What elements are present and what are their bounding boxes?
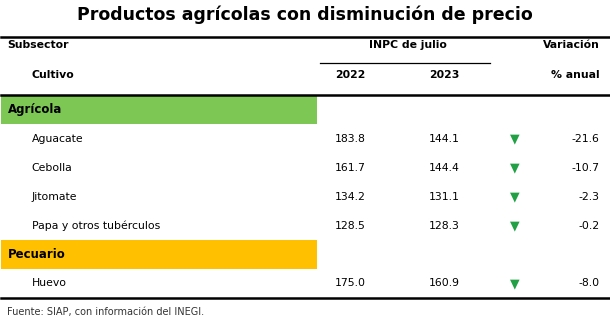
Text: INPC de julio: INPC de julio bbox=[369, 40, 447, 50]
Text: ▼: ▼ bbox=[510, 161, 519, 174]
Text: Cultivo: Cultivo bbox=[32, 70, 74, 80]
Text: Variación: Variación bbox=[543, 40, 600, 50]
Text: 175.0: 175.0 bbox=[335, 279, 366, 288]
Text: Productos agrícolas con disminución de precio: Productos agrícolas con disminución de p… bbox=[77, 6, 533, 24]
Text: Aguacate: Aguacate bbox=[32, 134, 84, 144]
Text: % anual: % anual bbox=[551, 70, 600, 80]
Text: -2.3: -2.3 bbox=[578, 192, 600, 202]
Text: 144.4: 144.4 bbox=[429, 163, 460, 173]
Text: Pecuario: Pecuario bbox=[7, 248, 65, 261]
Text: -21.6: -21.6 bbox=[572, 134, 600, 144]
Text: -8.0: -8.0 bbox=[578, 279, 600, 288]
Text: 2022: 2022 bbox=[336, 70, 366, 80]
Text: -0.2: -0.2 bbox=[578, 221, 600, 230]
Text: Fuente: SIAP, con información del INEGI.: Fuente: SIAP, con información del INEGI. bbox=[7, 307, 204, 317]
Text: 131.1: 131.1 bbox=[429, 192, 460, 202]
Text: ▼: ▼ bbox=[510, 190, 519, 203]
Text: ▼: ▼ bbox=[510, 277, 519, 290]
Text: 2023: 2023 bbox=[429, 70, 460, 80]
Text: 128.5: 128.5 bbox=[335, 221, 366, 230]
Text: Huevo: Huevo bbox=[32, 279, 66, 288]
Text: ▼: ▼ bbox=[510, 219, 519, 232]
Text: -10.7: -10.7 bbox=[572, 163, 600, 173]
Text: Subsector: Subsector bbox=[7, 40, 69, 50]
Text: Cebolla: Cebolla bbox=[32, 163, 73, 173]
FancyBboxPatch shape bbox=[1, 240, 317, 269]
FancyBboxPatch shape bbox=[1, 95, 317, 124]
Text: ▼: ▼ bbox=[510, 132, 519, 145]
Text: 183.8: 183.8 bbox=[335, 134, 366, 144]
Text: 128.3: 128.3 bbox=[429, 221, 460, 230]
Text: 161.7: 161.7 bbox=[335, 163, 366, 173]
Text: 134.2: 134.2 bbox=[335, 192, 366, 202]
Text: Papa y otros tubérculos: Papa y otros tubérculos bbox=[32, 220, 160, 231]
Text: Agrícola: Agrícola bbox=[7, 103, 62, 116]
Text: 160.9: 160.9 bbox=[429, 279, 460, 288]
Text: Jitomate: Jitomate bbox=[32, 192, 77, 202]
Text: 144.1: 144.1 bbox=[429, 134, 460, 144]
